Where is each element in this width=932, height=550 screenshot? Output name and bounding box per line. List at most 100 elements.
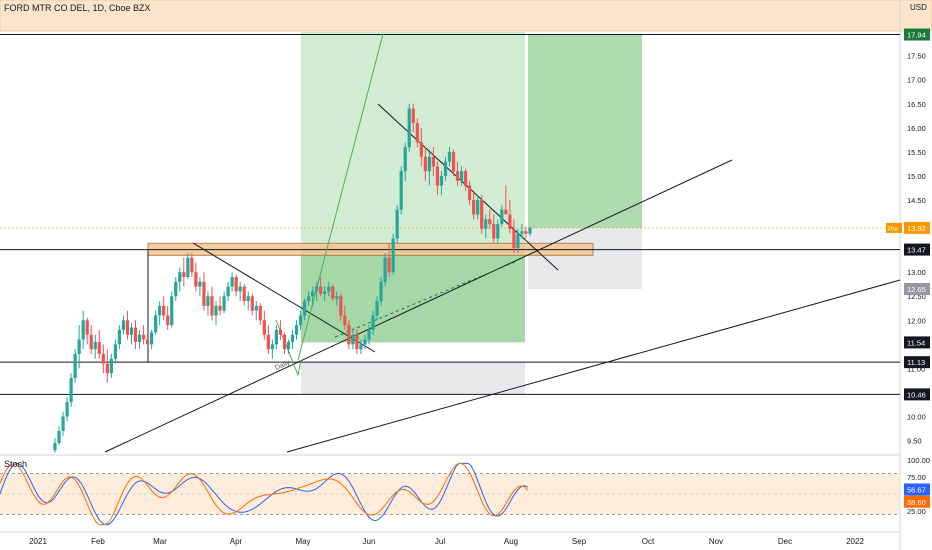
- candle-body: [423, 156, 427, 172]
- candle-body: [419, 142, 423, 157]
- price-badge-label: 11.13: [907, 358, 925, 367]
- price-tick-label: 13.00: [907, 268, 926, 277]
- time-tick-label: 2022: [846, 537, 864, 546]
- candle-body: [463, 171, 468, 186]
- symbol-header: FORD MTR CO DEL, 1D, Cboe BZX: [4, 3, 151, 13]
- candle-body: [222, 296, 226, 311]
- price-badge-label: 17.94: [907, 31, 926, 40]
- price-tick-label: 15.00: [907, 172, 926, 181]
- candle-body: [202, 281, 206, 306]
- price-badge: [904, 388, 930, 401]
- price-badge: [904, 28, 930, 41]
- candle-body: [468, 185, 472, 201]
- price-badge-label: 10.46: [907, 390, 926, 399]
- price-tick-label: 16.00: [907, 124, 926, 133]
- price-tick-label: 11.00: [907, 364, 925, 373]
- stoch-tick-label: 25.00: [907, 507, 926, 516]
- candle-body: [286, 341, 291, 350]
- candle-body: [214, 305, 218, 316]
- candle-body: [121, 320, 126, 330]
- price-tick-label: 17.50: [907, 52, 926, 61]
- candle-body: [327, 286, 331, 292]
- candle-body: [524, 231, 528, 234]
- stoch-badge-label: 38.60: [907, 498, 926, 507]
- price-tick-label: 9.50: [907, 437, 922, 446]
- time-tick-label: Apr: [230, 537, 243, 546]
- price-tick-label: 14.50: [907, 196, 926, 205]
- candle-body: [391, 238, 395, 273]
- candle-body: [141, 334, 146, 340]
- candle-body: [298, 315, 303, 326]
- candle-body: [351, 334, 355, 345]
- candle-body: [492, 224, 496, 239]
- candle-body: [488, 219, 492, 225]
- candle-body: [504, 209, 508, 215]
- candle-body: [302, 301, 307, 316]
- candle-body: [61, 416, 65, 431]
- candle-body: [516, 233, 520, 249]
- price-badge: [904, 221, 930, 234]
- candle-body: [97, 341, 101, 354]
- target-zone-2: [528, 34, 642, 228]
- candle-body: [520, 231, 524, 234]
- candle-body: [459, 171, 464, 181]
- price-badge-label: 11.54: [907, 338, 925, 347]
- candle-body: [226, 286, 230, 297]
- target-zone-1-inner: [301, 245, 525, 343]
- candle-body: [512, 228, 516, 249]
- stop-zone-2: [528, 227, 642, 290]
- candle-body: [186, 257, 190, 277]
- candle-body: [254, 305, 258, 311]
- candle-body: [439, 175, 444, 186]
- candle-body: [411, 108, 415, 124]
- candle-body: [178, 272, 182, 282]
- candle-body: [335, 296, 339, 299]
- stoch-tick-label: 75.00: [907, 473, 926, 482]
- candle-body: [246, 296, 250, 302]
- candle-body: [234, 276, 238, 292]
- candle-body: [69, 378, 73, 403]
- candle-body: [443, 161, 448, 176]
- trend-line: [286, 279, 901, 453]
- stoch-tick-label: 100.00: [907, 456, 930, 465]
- candle-body: [274, 329, 278, 345]
- daily-annotation: Daily: [274, 359, 292, 372]
- pre-badge: [886, 222, 902, 233]
- candle-body: [85, 320, 89, 335]
- candle-body: [73, 353, 77, 379]
- candle-body: [484, 219, 488, 229]
- time-tick-label: Oct: [642, 537, 655, 546]
- stoch-title: Stoch: [4, 459, 28, 469]
- time-tick-label: Sep: [572, 537, 587, 546]
- time-tick-label: Jun: [363, 537, 376, 546]
- candle-body: [125, 320, 130, 335]
- price-tick-label: 17.00: [907, 76, 926, 85]
- candle-body: [242, 286, 246, 302]
- candle-body: [210, 296, 214, 316]
- stoch-d-line: [0, 462, 529, 526]
- candle-body: [158, 305, 162, 316]
- time-tick-label: Dec: [778, 537, 792, 546]
- candle-body: [270, 344, 274, 350]
- trend-line: [192, 242, 376, 353]
- candle-body: [339, 296, 343, 316]
- candle-body: [170, 296, 174, 326]
- candle-body: [230, 276, 234, 287]
- candle-body: [105, 363, 109, 374]
- candle-body: [403, 147, 407, 172]
- price-tick-label: 15.50: [907, 148, 926, 157]
- candle-body: [331, 286, 335, 299]
- candle-body: [278, 329, 283, 335]
- pre-badge-label: Pre: [888, 226, 899, 233]
- candle-body: [355, 334, 359, 350]
- candle-body: [93, 341, 97, 350]
- candle-body: [238, 286, 242, 292]
- price-tick-label: 12.00: [907, 316, 926, 325]
- candle-body: [528, 227, 532, 234]
- price-badge: [904, 243, 930, 256]
- candle-body: [359, 344, 363, 350]
- candle-body: [407, 108, 411, 148]
- candle-body: [266, 334, 270, 350]
- time-tick-label: Feb: [91, 537, 105, 546]
